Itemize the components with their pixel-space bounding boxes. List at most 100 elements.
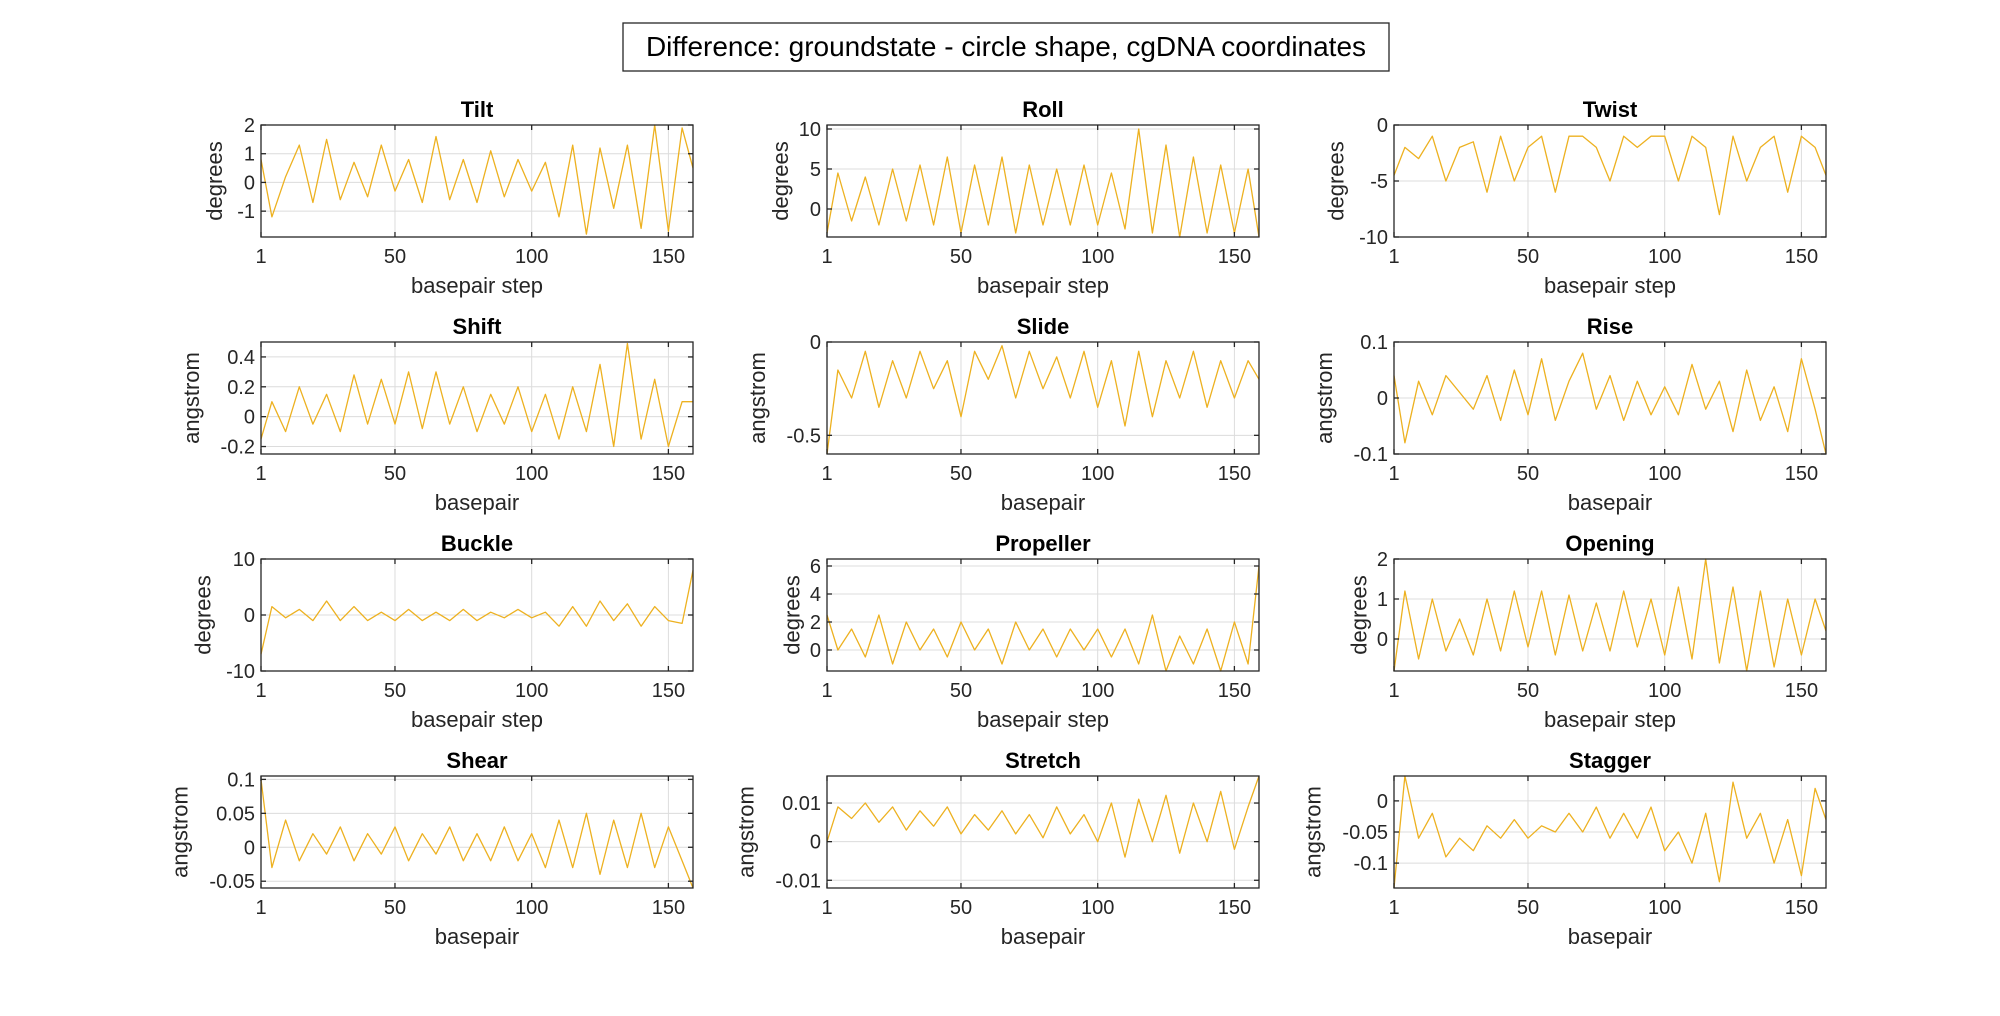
twist-series-line bbox=[1393, 135, 1827, 216]
buckle-series-line bbox=[260, 570, 694, 655]
twist-x-tick-label: 50 bbox=[1517, 246, 1539, 268]
stretch-xlabel: basepair bbox=[1001, 924, 1085, 949]
shift-subplot: 1 50 100 150-0.200.20.4Shiftbasepairangstro… bbox=[179, 314, 694, 515]
roll-x-tick-label: 150 bbox=[1218, 246, 1251, 268]
shift-x-tick-label: 50 bbox=[384, 463, 406, 485]
rise-x-tick-label: 50 bbox=[1517, 463, 1539, 485]
buckle-ylabel: degrees bbox=[191, 575, 216, 655]
shear-y-tick-label: 0.1 bbox=[227, 769, 255, 791]
propeller-axes-frame bbox=[826, 558, 1260, 672]
tilt-title: Tilt bbox=[461, 97, 494, 122]
slide-title: Slide bbox=[1017, 314, 1070, 339]
shear-subplot: 1 50 100 150-0.0500.050.1Shearbasepairangst… bbox=[168, 748, 694, 949]
opening-ylabel: degrees bbox=[1347, 575, 1372, 655]
stretch-axes-frame bbox=[826, 775, 1260, 889]
shear-y-tick-label: 0 bbox=[244, 837, 255, 859]
roll-axes-frame bbox=[826, 124, 1260, 238]
roll-title: Roll bbox=[1022, 97, 1064, 122]
opening-y-tick-label: 0 bbox=[1377, 629, 1388, 651]
twist-x-tick-label: 150 bbox=[1785, 246, 1818, 268]
propeller-x-tick-label: 150 bbox=[1218, 680, 1251, 702]
opening-x-tick-label: 100 bbox=[1648, 680, 1681, 702]
stagger-y-tick-label: 0 bbox=[1377, 791, 1388, 813]
opening-xlabel: basepair step bbox=[1544, 707, 1676, 732]
twist-y-tick-label: -10 bbox=[1359, 227, 1388, 249]
twist-xlabel: basepair step bbox=[1544, 273, 1676, 298]
tilt-series-line bbox=[260, 124, 694, 235]
propeller-y-tick-label: 6 bbox=[810, 556, 821, 578]
rise-ylabel: angstrom bbox=[1312, 352, 1337, 444]
roll-y-tick-label: 0 bbox=[810, 199, 821, 221]
shear-ylabel: angstrom bbox=[168, 786, 193, 878]
opening-y-tick-label: 1 bbox=[1377, 589, 1388, 611]
stretch-series-line bbox=[826, 775, 1260, 858]
rise-x-tick-label: 1 bbox=[1388, 463, 1399, 485]
shift-x-tick-label: 1 bbox=[255, 463, 266, 485]
slide-series-line bbox=[826, 345, 1260, 455]
shift-axes-frame bbox=[260, 341, 694, 455]
shift-ylabel: angstrom bbox=[179, 352, 204, 444]
opening-title: Opening bbox=[1565, 531, 1654, 556]
slide-y-tick-label: 0 bbox=[810, 332, 821, 354]
tilt-y-tick-label: 2 bbox=[244, 115, 255, 137]
rise-title: Rise bbox=[1587, 314, 1633, 339]
twist-y-tick-label: -5 bbox=[1370, 171, 1388, 193]
opening-y-tick-label: 2 bbox=[1377, 549, 1388, 571]
twist-ylabel: degrees bbox=[1324, 141, 1349, 221]
shear-x-tick-label: 1 bbox=[255, 897, 266, 919]
stretch-x-tick-label: 50 bbox=[950, 897, 972, 919]
stretch-y-tick-label: 0 bbox=[810, 832, 821, 854]
stagger-x-tick-label: 100 bbox=[1648, 897, 1681, 919]
tilt-ylabel: degrees bbox=[202, 141, 227, 221]
buckle-y-tick-label: 10 bbox=[233, 549, 255, 571]
propeller-xlabel: basepair step bbox=[977, 707, 1109, 732]
propeller-x-tick-label: 1 bbox=[821, 680, 832, 702]
twist-x-tick-label: 1 bbox=[1388, 246, 1399, 268]
tilt-x-tick-label: 1 bbox=[255, 246, 266, 268]
buckle-x-tick-label: 1 bbox=[255, 680, 266, 702]
propeller-series-line bbox=[826, 565, 1260, 672]
roll-x-tick-label: 1 bbox=[821, 246, 832, 268]
roll-y-tick-label: 5 bbox=[810, 159, 821, 181]
propeller-y-tick-label: 0 bbox=[810, 640, 821, 662]
shift-x-tick-label: 100 bbox=[515, 463, 548, 485]
stagger-x-tick-label: 50 bbox=[1517, 897, 1539, 919]
buckle-y-tick-label: -10 bbox=[226, 661, 255, 683]
roll-xlabel: basepair step bbox=[977, 273, 1109, 298]
tilt-xlabel: basepair step bbox=[411, 273, 543, 298]
buckle-xlabel: basepair step bbox=[411, 707, 543, 732]
opening-series-line bbox=[1393, 558, 1827, 672]
buckle-title: Buckle bbox=[441, 531, 513, 556]
shear-xlabel: basepair bbox=[435, 924, 519, 949]
slide-y-tick-label: -0.5 bbox=[787, 425, 821, 447]
shift-y-tick-label: 0.4 bbox=[227, 347, 255, 369]
propeller-x-tick-label: 100 bbox=[1081, 680, 1114, 702]
slide-axes-frame bbox=[826, 341, 1260, 455]
slide-ylabel: angstrom bbox=[745, 352, 770, 444]
stretch-x-tick-label: 100 bbox=[1081, 897, 1114, 919]
buckle-x-tick-label: 50 bbox=[384, 680, 406, 702]
rise-x-tick-label: 150 bbox=[1785, 463, 1818, 485]
shear-x-tick-label: 50 bbox=[384, 897, 406, 919]
roll-x-tick-label: 100 bbox=[1081, 246, 1114, 268]
shift-xlabel: basepair bbox=[435, 490, 519, 515]
tilt-y-tick-label: -1 bbox=[237, 201, 255, 223]
opening-axes-frame bbox=[1393, 558, 1827, 672]
tilt-y-tick-label: 1 bbox=[244, 144, 255, 166]
shear-series-line bbox=[260, 779, 694, 889]
propeller-y-tick-label: 4 bbox=[810, 584, 821, 606]
buckle-x-tick-label: 100 bbox=[515, 680, 548, 702]
stretch-subplot: 1 50 100 150-0.0100.01Stretchbasepairangstr… bbox=[734, 748, 1260, 949]
stretch-x-tick-label: 1 bbox=[821, 897, 832, 919]
opening-x-tick-label: 50 bbox=[1517, 680, 1539, 702]
shear-y-tick-label: -0.05 bbox=[209, 871, 255, 893]
stretch-y-tick-label: -0.01 bbox=[775, 870, 821, 892]
